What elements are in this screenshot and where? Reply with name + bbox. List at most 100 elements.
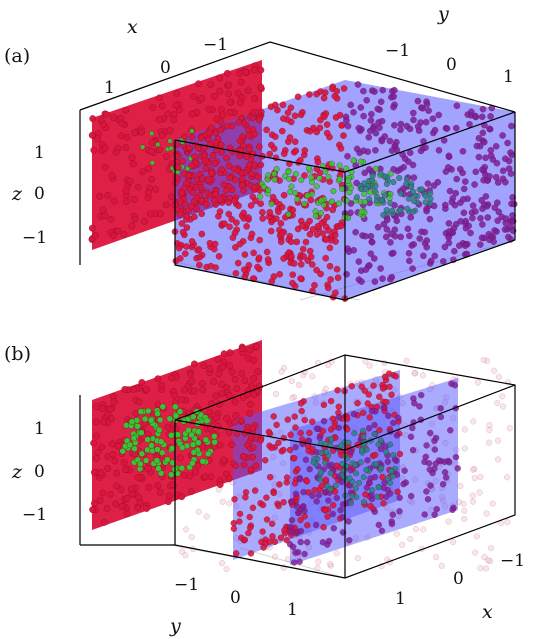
inner-projection-point [137, 408, 145, 415]
projection-point [244, 87, 252, 95]
cloud-point [297, 527, 305, 535]
faded-point [471, 475, 478, 482]
projection-point [207, 169, 215, 177]
cloud-point [447, 427, 454, 434]
cloud-point [328, 461, 335, 469]
cloud-point [441, 469, 449, 476]
cloud-point [217, 141, 225, 149]
cloud-point [271, 101, 279, 109]
cloud-point [386, 370, 393, 377]
projection-point [118, 502, 126, 510]
projection-point [101, 163, 109, 171]
inner-projection-point [141, 415, 149, 423]
cloud-point [202, 156, 209, 164]
cloud-point [188, 202, 195, 210]
faded-point [469, 492, 476, 499]
cloud-point [395, 414, 402, 422]
inner-cloud-point [285, 168, 292, 175]
cloud-point [441, 243, 449, 251]
cloud-point [194, 144, 202, 152]
projection-point [217, 118, 225, 125]
inner-cloud-point [329, 198, 336, 205]
inner-projection-point [195, 428, 202, 435]
inner-cloud-point [304, 192, 311, 199]
cloud-point [334, 387, 341, 394]
cloud-point [452, 189, 460, 197]
inner-cloud-point [335, 200, 342, 207]
cloud-point [390, 419, 397, 427]
cloud-point [329, 510, 336, 518]
inner-projection-point [188, 431, 195, 439]
cloud-point [378, 527, 386, 534]
inner-projection-point [153, 457, 161, 464]
cloud-point [272, 215, 280, 222]
cloud-point [379, 473, 386, 481]
projection-point [218, 390, 226, 398]
cloud-point [418, 391, 425, 399]
projection-point [228, 441, 236, 449]
projection-point [242, 68, 250, 76]
projection-point [129, 386, 137, 393]
cloud-point [277, 534, 285, 541]
cloud-point [306, 247, 314, 255]
cloud-point [280, 150, 288, 157]
cloud-point [279, 101, 287, 109]
faded-point [309, 373, 316, 380]
inner-cloud-point [405, 195, 412, 202]
cloud-point [248, 230, 256, 238]
cloud-point [453, 175, 461, 183]
cloud-point [397, 233, 405, 241]
cloud-point [391, 122, 398, 129]
cloud-point [368, 238, 376, 246]
projection-point [158, 102, 166, 110]
cloud-point [245, 261, 253, 269]
projection-point [98, 443, 106, 451]
cloud-point [290, 260, 298, 267]
faded-point [411, 370, 418, 377]
inner-cloud-point [357, 459, 364, 466]
cloud-point [235, 202, 242, 210]
inner-projection-point [134, 423, 141, 430]
faded-point [281, 364, 288, 371]
faded-point [291, 394, 298, 401]
inner-cloud-point [313, 183, 320, 190]
cloud-point [424, 496, 432, 503]
cloud-point [322, 506, 329, 514]
cloud-point [478, 113, 486, 121]
cloud-point [465, 222, 473, 230]
cloud-point [181, 250, 189, 257]
cloud-point [378, 137, 386, 145]
cloud-point [455, 242, 463, 249]
cloud-point [368, 110, 375, 118]
cloud-point [198, 196, 205, 204]
cloud-point [446, 187, 454, 195]
projection-point [103, 110, 110, 118]
projection-point [237, 99, 244, 107]
projection-point [168, 374, 176, 382]
inner-cloud-point [344, 455, 351, 462]
cloud-point [323, 121, 331, 128]
projection-point [154, 482, 162, 490]
faded-point [366, 362, 373, 369]
cloud-point [377, 265, 384, 272]
projection-point [149, 104, 157, 112]
cloud-point [247, 202, 255, 209]
cloud-point [217, 196, 224, 203]
faded-point [182, 552, 189, 559]
faded-point [178, 548, 185, 555]
cloud-point [178, 189, 185, 197]
cloud-point [223, 186, 230, 194]
cloud-point [388, 391, 395, 398]
cloud-point [321, 113, 328, 120]
cloud-point [423, 442, 430, 449]
cloud-point [337, 145, 345, 152]
projection-point [162, 201, 170, 209]
cloud-point [374, 105, 382, 113]
cloud-point [364, 457, 371, 464]
cloud-point [475, 134, 483, 142]
faded-point [482, 565, 489, 572]
projection-point [207, 81, 215, 89]
faded-point [300, 372, 307, 379]
faded-point [486, 439, 493, 446]
cloud-point [423, 101, 431, 108]
